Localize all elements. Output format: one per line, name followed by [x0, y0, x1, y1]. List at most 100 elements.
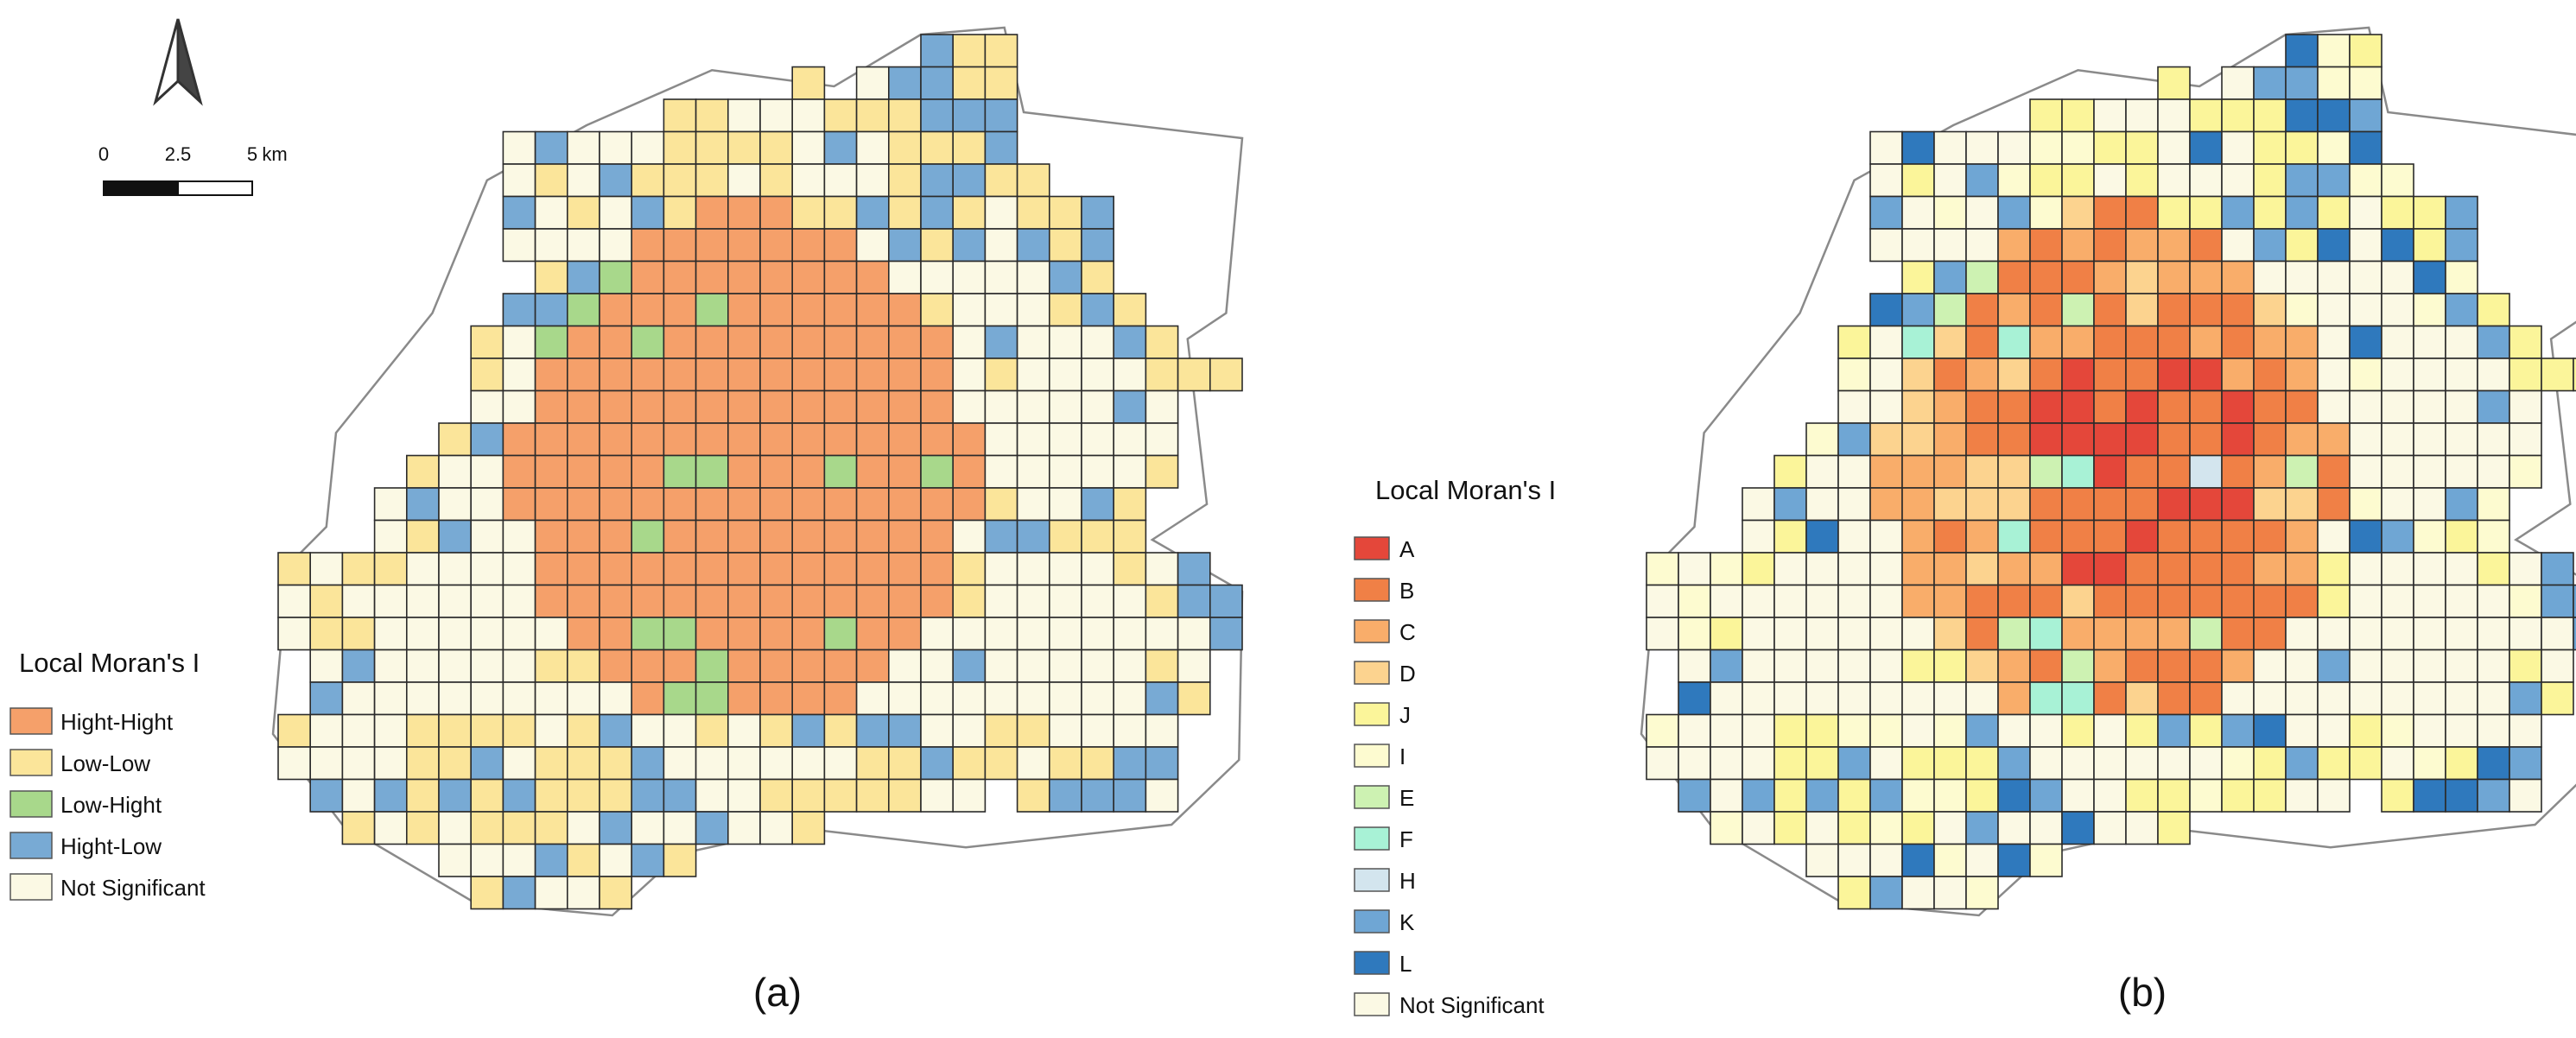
grid-cell [1145, 617, 1179, 651]
grid-cell [2349, 98, 2382, 133]
grid-cell [2413, 389, 2446, 424]
grid-cell [534, 843, 568, 877]
grid-cell [2093, 617, 2127, 651]
grid-cell [1049, 552, 1082, 586]
grid-cell [1965, 454, 1999, 489]
grid-cell [534, 163, 568, 198]
grid-cell [2029, 811, 2063, 845]
grid-cell [1837, 519, 1871, 554]
grid-cell [984, 552, 1018, 586]
grid-cell [2445, 649, 2478, 683]
grid-cell [341, 713, 376, 748]
grid-cell [695, 713, 729, 748]
grid-cell [791, 649, 826, 683]
grid-cell [373, 584, 408, 618]
grid-cell [920, 778, 955, 813]
grid-cell [1837, 713, 1871, 748]
grid-cell [984, 746, 1018, 781]
grid-cell [759, 649, 794, 683]
grid-cell [373, 649, 408, 683]
grid-cell [1805, 519, 1839, 554]
grid-cell [2221, 98, 2255, 133]
grid-cell [663, 358, 697, 392]
grid-cell [1965, 130, 1999, 165]
grid-cell [726, 811, 761, 845]
grid-cell [1773, 454, 1807, 489]
grid-cell [759, 778, 794, 813]
grid-cell [759, 519, 794, 554]
grid-cell [1837, 876, 1871, 910]
legend-a-label-ns: Not Significant [60, 875, 206, 901]
grid-cell [309, 681, 344, 716]
grid-cell [791, 98, 826, 133]
grid-cell [855, 649, 890, 683]
grid-cell [984, 389, 1018, 424]
grid-cell [791, 66, 826, 100]
grid-cell [2285, 519, 2319, 554]
grid-cell [695, 487, 729, 522]
grid-cell [1869, 778, 1903, 813]
grid-cell [952, 713, 987, 748]
grid-cell [888, 487, 922, 522]
grid-cell [566, 130, 600, 165]
grid-cell [1965, 195, 1999, 230]
grid-cell [726, 228, 761, 263]
grid-cell [2189, 98, 2223, 133]
grid-cell [1113, 454, 1147, 489]
grid-cell [855, 325, 890, 359]
grid-cell [855, 66, 890, 100]
grid-cell [1710, 713, 1743, 748]
grid-cell [2093, 778, 2127, 813]
grid-cell [1869, 358, 1903, 392]
grid-cell [599, 617, 633, 651]
grid-cell [823, 454, 858, 489]
grid-cell [855, 130, 890, 165]
grid-cell [2445, 778, 2478, 813]
grid-cell [695, 98, 729, 133]
grid-cell [920, 552, 955, 586]
grid-cell [823, 519, 858, 554]
grid-cell [1081, 358, 1115, 392]
grid-cell [1081, 228, 1115, 263]
grid-cell [277, 584, 312, 618]
grid-cell [1869, 293, 1903, 327]
grid-cell [502, 487, 536, 522]
grid-cell [631, 778, 665, 813]
grid-cell [1933, 681, 1967, 716]
grid-cell [438, 681, 473, 716]
grid-cell [1805, 843, 1839, 877]
grid-cell [566, 325, 600, 359]
grid-cell [888, 617, 922, 651]
grid-cell [534, 811, 568, 845]
grid-cell [2317, 422, 2351, 457]
grid-cell [2381, 778, 2414, 813]
grid-cell [952, 130, 987, 165]
grid-cell [1805, 811, 1839, 845]
grid-cell [984, 681, 1018, 716]
grid-cell [566, 389, 600, 424]
grid-cell [2029, 649, 2063, 683]
grid-cell [2413, 778, 2446, 813]
grid-cell [823, 617, 858, 651]
grid-cell [726, 260, 761, 294]
grid-cell [2285, 454, 2319, 489]
grid-cell [726, 552, 761, 586]
grid-cell [1997, 260, 2031, 294]
grid-cell [2477, 681, 2510, 716]
grid-cell [405, 681, 440, 716]
grid-cell [855, 552, 890, 586]
grid-cell [631, 519, 665, 554]
grid-cell [566, 778, 600, 813]
grid-cell [599, 195, 633, 230]
grid-cell [2093, 584, 2127, 618]
grid-cell [791, 681, 826, 716]
grid-cell [2189, 746, 2223, 781]
grid-cell [2029, 778, 2063, 813]
grid-cell [470, 325, 504, 359]
grid-cell [726, 389, 761, 424]
grid-cell [2125, 454, 2159, 489]
grid-cell [952, 617, 987, 651]
grid-cell [1049, 358, 1082, 392]
grid-cell [1049, 195, 1082, 230]
grid-cell [2125, 422, 2159, 457]
